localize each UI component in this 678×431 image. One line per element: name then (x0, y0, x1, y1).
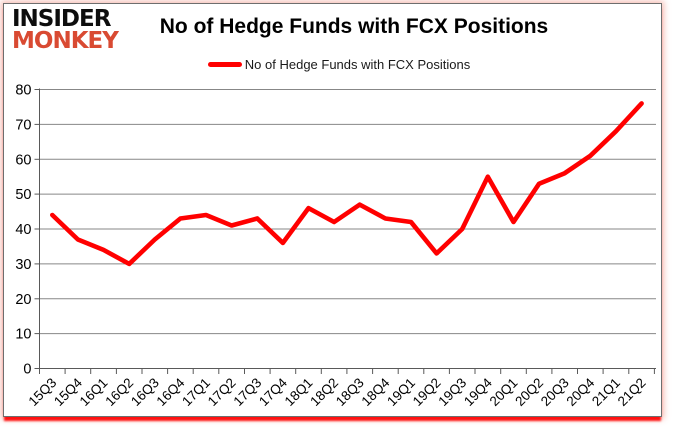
logo-word-monkey: MONKEY (12, 27, 119, 54)
x-axis-label: 20Q1 (487, 375, 521, 409)
logo-word-insider: INSIDER (12, 6, 111, 32)
x-axis-label: 20Q4 (563, 375, 597, 409)
x-axis-label: 20Q2 (512, 375, 546, 409)
x-axis-label: 18Q3 (333, 375, 367, 409)
x-axis-label: 17Q4 (256, 375, 290, 409)
x-axis-label: 17Q1 (179, 375, 213, 409)
svg-text:30: 30 (15, 257, 31, 273)
legend-label: No of Hedge Funds with FCX Positions (244, 57, 471, 72)
x-axis-label: 16Q3 (128, 375, 162, 409)
svg-text:80: 80 (15, 83, 31, 99)
legend-line-marker (207, 62, 242, 67)
svg-text:0: 0 (23, 362, 31, 378)
legend: No of Hedge Funds with FCX Positions (0, 57, 678, 72)
x-axis-label: 16Q4 (154, 375, 188, 409)
x-axis-label: 18Q2 (307, 375, 341, 409)
chart-card-frame (3, 3, 662, 417)
x-axis-label: 18Q1 (282, 375, 316, 409)
svg-text:70: 70 (15, 117, 31, 133)
x-axis-label: 17Q2 (205, 375, 239, 409)
svg-text:60: 60 (15, 152, 31, 168)
x-axis-label: 15Q4 (51, 375, 85, 409)
x-axis-label: 19Q2 (410, 375, 444, 409)
svg-text:50: 50 (15, 187, 31, 203)
x-axis-label: 19Q1 (384, 375, 418, 409)
x-axis-label: 16Q2 (102, 375, 136, 409)
svg-text:40: 40 (15, 222, 31, 238)
x-axis-label: 18Q4 (359, 375, 393, 409)
x-axis-label: 16Q1 (77, 375, 111, 409)
insider-monkey-logo: INSIDER MONKEY (12, 6, 119, 54)
x-axis-label: 21Q2 (615, 375, 649, 409)
svg-text:20: 20 (15, 292, 31, 308)
chart-title: No of Hedge Funds with FCX Positions (159, 15, 549, 38)
x-axis-label: 19Q4 (461, 375, 495, 409)
x-axis-label: 20Q3 (538, 375, 572, 409)
svg-text:10: 10 (15, 327, 31, 343)
x-axis-label: 17Q3 (230, 375, 264, 409)
x-axis-label: 21Q1 (589, 375, 623, 409)
x-axis-label: 15Q3 (25, 375, 59, 409)
series-line (49, 101, 644, 267)
x-axis-label: 19Q3 (435, 375, 469, 409)
